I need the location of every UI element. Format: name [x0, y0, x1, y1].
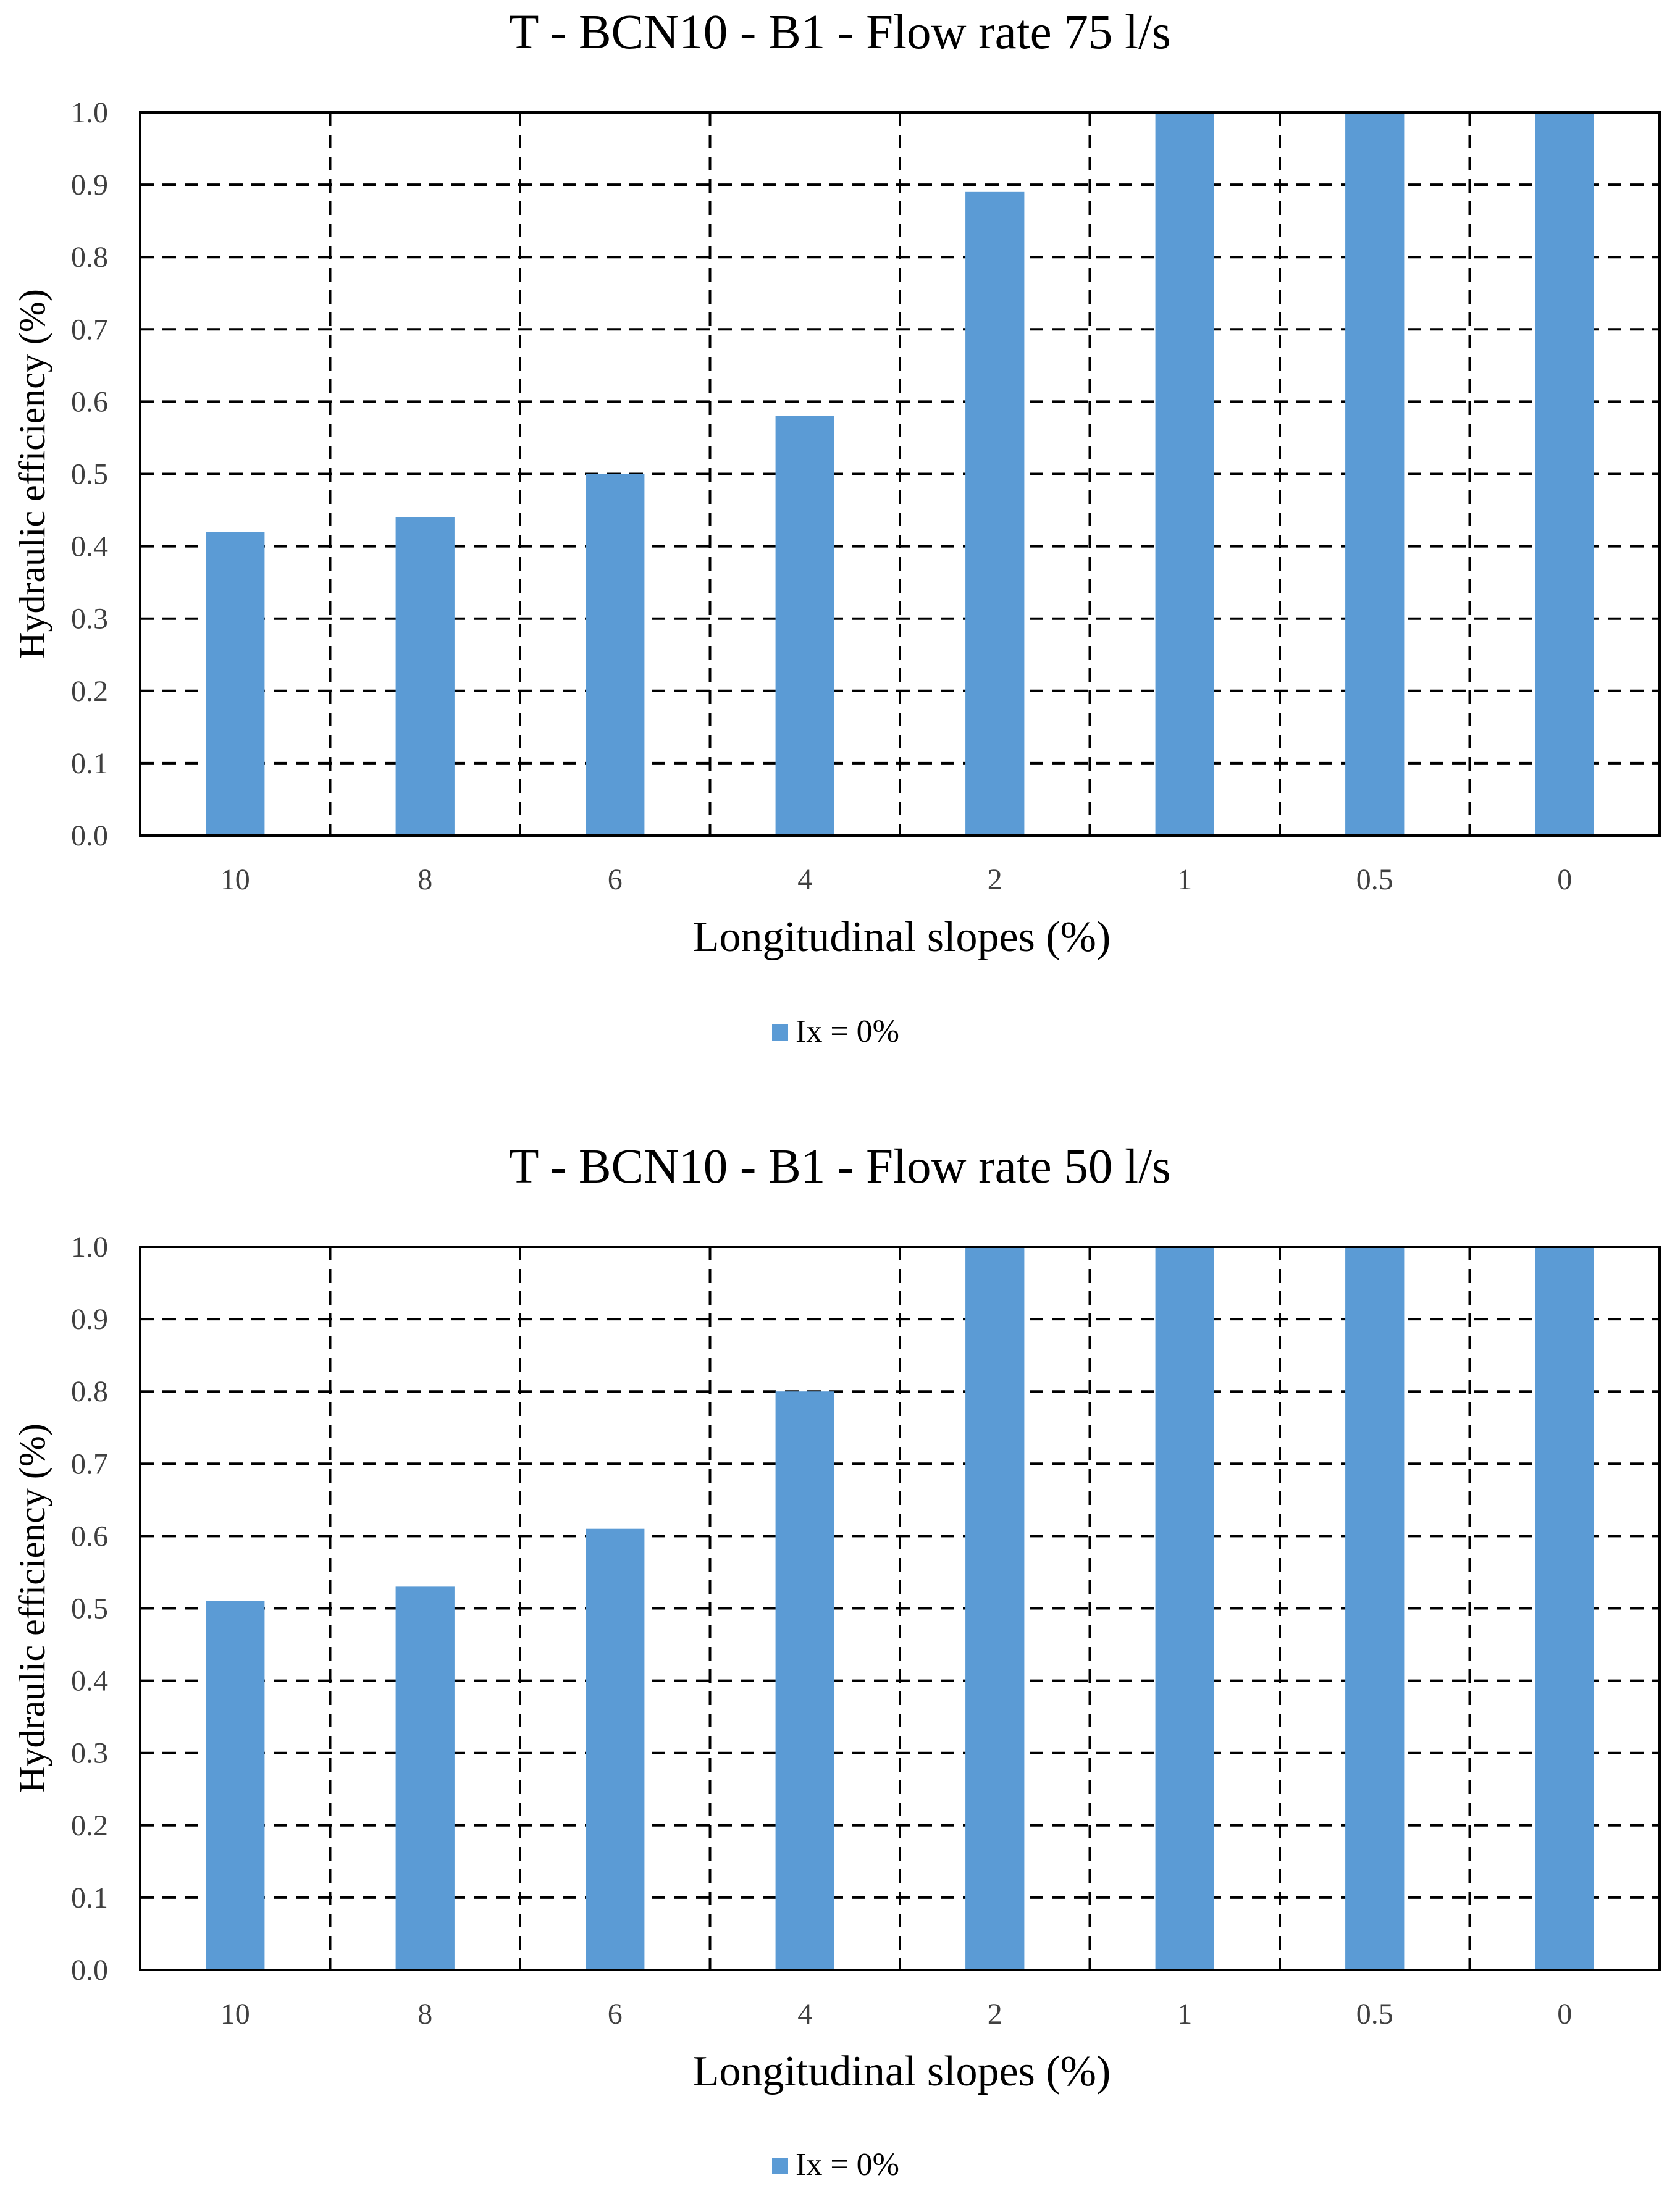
y-tick-label: 1.0	[71, 1231, 108, 1263]
y-tick-label: 0.2	[71, 1809, 108, 1842]
x-tick-label: 1	[1177, 863, 1192, 896]
bar-6	[586, 1528, 645, 1970]
y-axis-title: Hydraulic efficiency (%)	[12, 1423, 52, 1793]
y-tick-label: 0.3	[71, 603, 108, 635]
legend-swatch	[772, 1024, 788, 1041]
y-tick-label: 0.2	[71, 675, 108, 708]
legend-swatch	[772, 2158, 788, 2174]
y-tick-label: 0.6	[71, 385, 108, 418]
bar-2	[965, 1247, 1025, 1970]
chart-flow-rate-75: T - BCN10 - B1 - Flow rate 75 l/s 0.0 0.1 0…	[12, 6, 1661, 1049]
bar-1	[1155, 112, 1214, 836]
y-tick-label: 0.8	[71, 241, 108, 274]
x-tick-label: 2	[988, 1998, 1002, 2030]
x-tick-label: 0.5	[1356, 1998, 1393, 2030]
y-tick-label: 0.1	[71, 1882, 108, 1914]
y-tick-label: 0.6	[71, 1520, 108, 1552]
bar-10	[206, 1601, 265, 1970]
x-tick-label: 10	[220, 1998, 250, 2030]
y-tick-label: 0.0	[71, 1954, 108, 1987]
y-tick-label: 1.0	[71, 96, 108, 129]
y-tick-label: 0.7	[71, 1447, 108, 1480]
x-tick-label: 0	[1557, 1998, 1572, 2030]
bar-6	[586, 474, 645, 836]
y-axis-title: Hydraulic efficiency (%)	[12, 289, 52, 659]
x-tick-label: 8	[418, 1998, 432, 2030]
bar-1	[1155, 1247, 1214, 1970]
bar-2	[965, 191, 1025, 836]
y-tick-label: 0.5	[71, 1593, 108, 1625]
x-tick-label: 6	[608, 863, 623, 896]
y-tick-label: 0.4	[71, 530, 108, 563]
y-tick-label: 0.3	[71, 1737, 108, 1770]
x-tick-label: 0	[1557, 863, 1572, 896]
bar-0	[1535, 112, 1594, 836]
y-tick-label: 0.7	[71, 313, 108, 346]
bar-0.5	[1345, 112, 1405, 836]
x-axis-title: Longitudinal slopes (%)	[693, 2048, 1111, 2095]
x-tick-label: 10	[220, 863, 250, 896]
bar-8	[395, 1586, 455, 1970]
y-tick-label: 0.0	[71, 819, 108, 852]
x-tick-label: 4	[797, 863, 812, 896]
x-tick-label: 2	[988, 863, 1002, 896]
y-tick-label: 0.8	[71, 1375, 108, 1408]
plot-frame	[139, 1246, 1661, 1971]
bar-4	[775, 416, 834, 836]
plot-frame	[139, 111, 1661, 837]
y-tick-label: 0.4	[71, 1665, 108, 1698]
y-tick-label: 0.9	[71, 1303, 108, 1336]
bar-8	[395, 517, 455, 836]
y-tick-label: 0.9	[71, 169, 108, 201]
chart-title: T - BCN10 - B1 - Flow rate 75 l/s	[509, 6, 1171, 59]
x-tick-label: 0.5	[1356, 863, 1393, 896]
x-tick-label: 1	[1177, 1998, 1192, 2030]
x-tick-label: 8	[418, 863, 432, 896]
y-tick-label: 0.5	[71, 458, 108, 491]
bar-10	[206, 532, 265, 836]
chart-title: T - BCN10 - B1 - Flow rate 50 l/s	[509, 1140, 1171, 1194]
legend: Ix = 0%	[772, 1014, 899, 1049]
legend-label: Ix = 0%	[796, 2147, 899, 2182]
bar-0	[1535, 1247, 1594, 1970]
legend-label: Ix = 0%	[796, 1014, 899, 1049]
chart-flow-rate-50: T - BCN10 - B1 - Flow rate 50 l/s 0.0 0.1 0…	[12, 1140, 1661, 2182]
x-tick-label: 6	[608, 1998, 623, 2030]
y-tick-label: 0.1	[71, 747, 108, 780]
x-tick-label: 4	[797, 1998, 812, 2030]
bar-4	[775, 1391, 834, 1970]
x-axis-title: Longitudinal slopes (%)	[693, 913, 1111, 961]
bar-0.5	[1345, 1247, 1405, 1970]
legend: Ix = 0%	[772, 2147, 899, 2182]
